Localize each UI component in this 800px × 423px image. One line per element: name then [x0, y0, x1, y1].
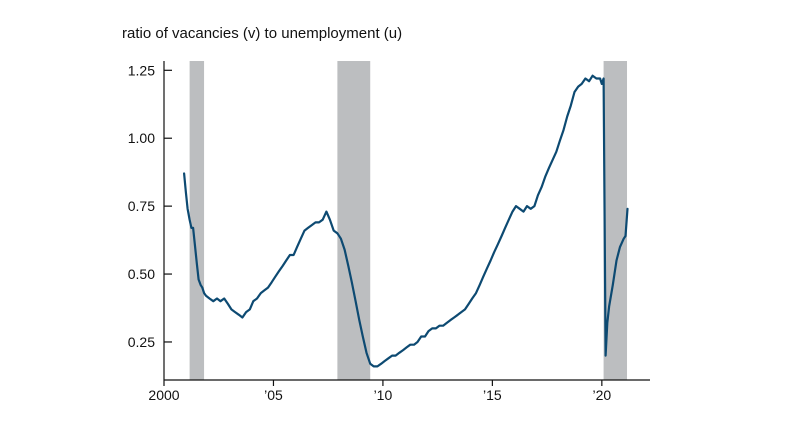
y-tick-label: 1.25	[128, 62, 155, 78]
x-tick-label: 2000	[148, 387, 179, 403]
y-tick-label: 0.50	[128, 266, 155, 282]
axes: 0.25 0.50 0.75 1.00 1.25 2000 ’05 ’10 ’15 ’20	[128, 61, 650, 403]
y-tick-label: 0.75	[128, 198, 155, 214]
recession-bands	[189, 61, 628, 380]
recession-band-2	[337, 61, 371, 380]
y-tick-label: 1.00	[128, 130, 155, 146]
chart-title: ratio of vacancies (v) to unemployment (…	[122, 25, 403, 42]
x-tick-label: ’10	[374, 387, 393, 403]
x-tick-label: ’05	[264, 387, 283, 403]
x-tick-label: ’20	[592, 387, 611, 403]
series-line-1	[183, 74, 629, 368]
x-tick-label: ’15	[483, 387, 502, 403]
series-layer	[183, 74, 629, 368]
recession-band-1	[189, 61, 205, 380]
y-tick-label: 0.25	[128, 334, 155, 350]
